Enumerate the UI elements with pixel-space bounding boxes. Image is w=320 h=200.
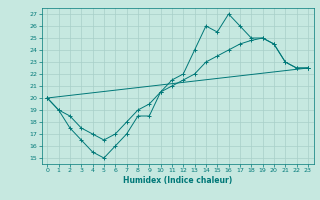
X-axis label: Humidex (Indice chaleur): Humidex (Indice chaleur): [123, 176, 232, 185]
